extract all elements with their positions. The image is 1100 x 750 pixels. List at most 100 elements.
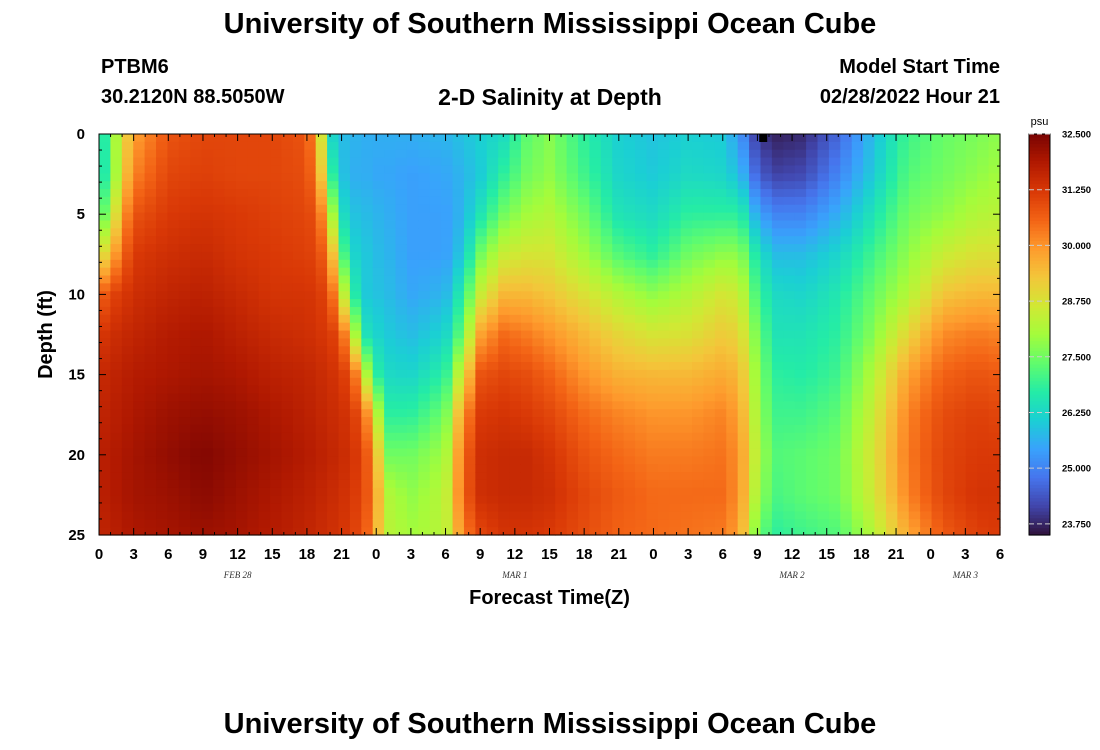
heatmap-cell: [178, 519, 191, 528]
heatmap-cell: [555, 503, 568, 513]
heatmap-cell: [167, 385, 180, 395]
heatmap-cell: [304, 314, 317, 324]
heatmap-cell: [669, 432, 682, 442]
heatmap-cell: [760, 189, 773, 198]
heatmap-cell: [498, 157, 511, 167]
heatmap-cell: [486, 330, 499, 340]
heatmap-cell: [247, 464, 260, 473]
heatmap-cell: [247, 362, 260, 371]
heatmap-cell: [372, 472, 385, 481]
heatmap-cell: [897, 487, 910, 497]
heatmap-cell: [144, 369, 157, 379]
heatmap-cell: [315, 173, 328, 182]
heatmap-cell: [806, 283, 819, 292]
heatmap-cell: [703, 244, 716, 253]
heatmap-cell: [201, 448, 214, 457]
heatmap-cell: [635, 393, 648, 402]
heatmap-cell: [349, 173, 362, 182]
heatmap-cell: [429, 440, 442, 450]
heatmap-cell: [258, 204, 271, 214]
heatmap-cell: [190, 479, 203, 489]
heatmap-cell: [452, 354, 465, 363]
heatmap-cell: [771, 369, 784, 379]
heatmap-cell: [429, 495, 442, 505]
heatmap-cell: [463, 362, 476, 371]
heatmap-cell: [281, 472, 294, 481]
heatmap-cell: [486, 283, 499, 292]
heatmap-cell: [737, 212, 750, 222]
heatmap-cell: [783, 432, 796, 442]
heatmap-cell: [475, 527, 488, 536]
heatmap-cell: [600, 495, 613, 505]
heatmap-cell: [224, 354, 237, 363]
heatmap-cell: [247, 472, 260, 481]
heatmap-cell: [486, 409, 499, 418]
heatmap-cell: [213, 259, 226, 269]
heatmap-cell: [361, 495, 374, 505]
heatmap-cell: [600, 212, 613, 222]
heatmap-cell: [669, 472, 682, 481]
heatmap-cell: [121, 393, 134, 402]
heatmap-cell: [669, 212, 682, 222]
heatmap-cell: [292, 448, 305, 457]
heatmap-cell: [498, 134, 511, 143]
heatmap-cell: [623, 173, 636, 182]
heatmap-cell: [692, 181, 705, 190]
heatmap-cell: [931, 432, 944, 442]
heatmap-cell: [885, 527, 898, 536]
chart-title: 2-D Salinity at Depth: [438, 84, 662, 110]
heatmap-cell: [977, 495, 990, 505]
heatmap-cell: [714, 157, 727, 167]
heatmap-cell: [520, 306, 533, 316]
colorbar-segment: [1029, 458, 1050, 463]
heatmap-cell: [612, 149, 625, 159]
heatmap-cell: [635, 212, 648, 222]
heatmap-cell: [156, 322, 169, 332]
heatmap-cell: [749, 236, 762, 245]
heatmap-cell: [372, 244, 385, 253]
heatmap-cell: [828, 377, 841, 387]
heatmap-cell: [235, 314, 248, 324]
heatmap-cell: [520, 157, 533, 167]
heatmap-cell: [566, 149, 579, 159]
heatmap-cell: [794, 346, 807, 355]
heatmap-cell: [144, 299, 157, 308]
heatmap-cell: [327, 212, 340, 222]
colorbar-segment: [1029, 518, 1050, 523]
heatmap-cell: [760, 291, 773, 300]
heatmap-cell: [498, 204, 511, 214]
heatmap-cell: [657, 393, 670, 402]
heatmap-cell: [600, 464, 613, 473]
colorbar-label: 27.500: [1062, 352, 1091, 363]
heatmap-cell: [589, 157, 602, 167]
heatmap-cell: [589, 244, 602, 253]
heatmap-cell: [429, 283, 442, 292]
heatmap-cell: [338, 189, 351, 198]
heatmap-cell: [247, 409, 260, 418]
heatmap-cell: [498, 173, 511, 182]
heatmap-cell: [589, 220, 602, 229]
heatmap-cell: [840, 220, 853, 229]
heatmap-cell: [623, 338, 636, 347]
heatmap-cell: [281, 432, 294, 442]
heatmap-cell: [920, 314, 933, 324]
heatmap-cell: [281, 464, 294, 473]
heatmap-cell: [498, 149, 511, 159]
heatmap-cell: [783, 417, 796, 426]
heatmap-cell: [406, 212, 419, 222]
heatmap-cell: [418, 519, 431, 528]
heatmap-cell: [851, 157, 864, 167]
heatmap-cell: [703, 456, 716, 465]
heatmap-cell: [224, 157, 237, 167]
heatmap-cell: [692, 173, 705, 182]
heatmap-cell: [395, 141, 408, 151]
heatmap-cell: [213, 141, 226, 151]
heatmap-cell: [304, 181, 317, 190]
heatmap-cell: [213, 346, 226, 355]
heatmap-cell: [635, 299, 648, 308]
heatmap-cell: [201, 259, 214, 269]
heatmap-cell: [520, 314, 533, 324]
heatmap-cell: [920, 267, 933, 277]
heatmap-cell: [612, 464, 625, 473]
heatmap-cell: [942, 424, 955, 434]
